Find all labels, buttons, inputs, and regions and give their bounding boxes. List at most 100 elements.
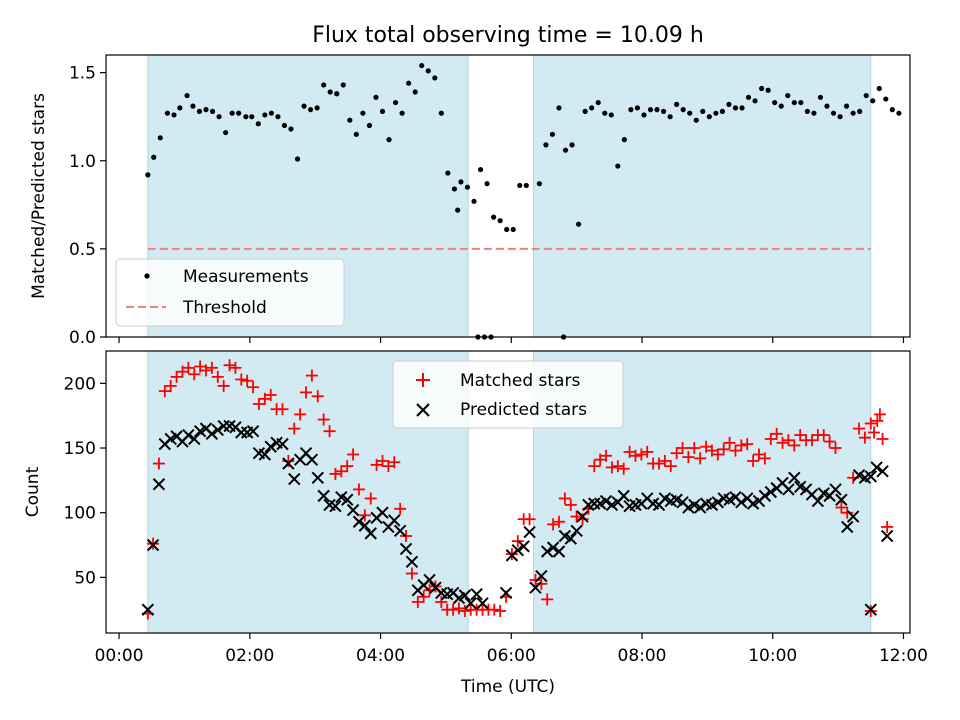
predicted-point [758,489,772,503]
predicted-point [880,529,894,543]
predicted-point [546,541,560,554]
x-tick-label: 12:00 [879,646,928,666]
top-y-tick-label: 1.5 [69,64,96,84]
matched-point [364,492,377,505]
measurement-point [327,89,333,95]
top-legend-box [115,258,345,327]
top-y-tick-label: 1.0 [69,152,96,172]
predicted-point [317,489,330,503]
predicted-point [305,453,319,466]
matched-point [664,460,677,473]
predicted-point [576,510,589,523]
predicted-point [846,510,860,523]
measurement-point [438,110,444,116]
measurement-point [713,110,719,116]
predicted-point [864,603,877,616]
matched-point [782,434,795,447]
measurement-point [785,92,791,99]
matched-point [564,498,577,511]
measurement-point [693,117,699,123]
predicted-point [835,493,848,506]
measurement-point [536,181,542,187]
measurement-point [171,112,177,118]
measurement-point [510,226,516,233]
measurement-point [243,114,249,120]
measurement-point [726,101,732,107]
predicted-point [352,515,366,528]
matched-point [417,590,430,603]
measurement-point [843,103,850,109]
matched-point [511,535,524,548]
matched-point [229,361,242,374]
measurement-point [412,89,418,95]
measurement-point [281,122,288,129]
matched-point [871,414,884,427]
measurement-point [759,85,765,92]
measurement-point [719,108,726,114]
measurement-point [229,110,235,116]
top-y-ticks: 0.0 0.5 1.0 1.5 [69,64,106,348]
measurement-points [145,62,902,340]
measurement-point [870,98,876,104]
x-tick-label: 06:00 [487,646,536,666]
measurement-point [615,163,621,169]
chart-title: Flux total observing time = 10.09 h [312,23,704,48]
measurement-point [464,184,471,190]
matched-point [241,374,254,387]
matched-point [317,413,330,426]
matched-point [853,422,866,435]
measurement-point [419,62,425,69]
x-tick-label: 02:00 [225,646,274,666]
matched-point [335,465,348,478]
measurement-point [458,179,464,185]
predicted-point [564,532,577,545]
legend-threshold-label: Threshold [182,298,267,318]
matched-point [264,388,277,401]
predicted-point [211,423,224,437]
x-tick-label: 04:00 [356,646,405,666]
predicted-point [405,555,419,569]
legend-matched-label: Matched stars [460,371,580,391]
matched-point [841,506,854,519]
matched-point [405,567,418,580]
matched-point [152,457,165,470]
top-legend: Measurements Threshold [115,258,345,327]
predicted-point [217,419,230,433]
predicted-point [393,524,407,538]
matched-point [617,462,630,475]
matched-point [770,427,783,440]
predicted-point [388,514,401,527]
measurement-point [543,142,549,148]
matched-point [658,454,671,467]
measurement-point [647,107,654,113]
matched-point [876,432,889,445]
measurement-point [824,103,830,109]
matched-point [288,422,301,435]
matched-point [873,408,886,421]
matched-point [635,448,648,461]
measurement-point [347,117,353,123]
predicted-point [340,493,354,506]
predicted-point [470,587,483,601]
measurement-point [203,107,209,113]
matched-point [376,454,389,467]
predicted-point [288,472,301,486]
measurement-point [654,107,660,113]
matched-point [570,510,583,523]
bottom-y-tick-label: 50 [74,568,96,588]
measurement-point [164,110,171,116]
matched-point [829,442,842,455]
predicted-point [246,424,260,438]
measurement-point [602,110,608,116]
measurement-point [589,105,595,111]
predicted-point [152,478,166,491]
measurement-point [477,166,484,173]
bottom-x-ticks: 00:00 02:00 04:00 06:00 08:00 10:00 12:00 [95,633,928,666]
measurement-point [706,114,712,120]
matched-point [835,501,848,514]
measurement-point [595,99,601,106]
measurement-point [575,221,582,227]
matched-point [205,361,218,374]
matched-point [188,368,201,381]
matched-point [864,417,877,430]
